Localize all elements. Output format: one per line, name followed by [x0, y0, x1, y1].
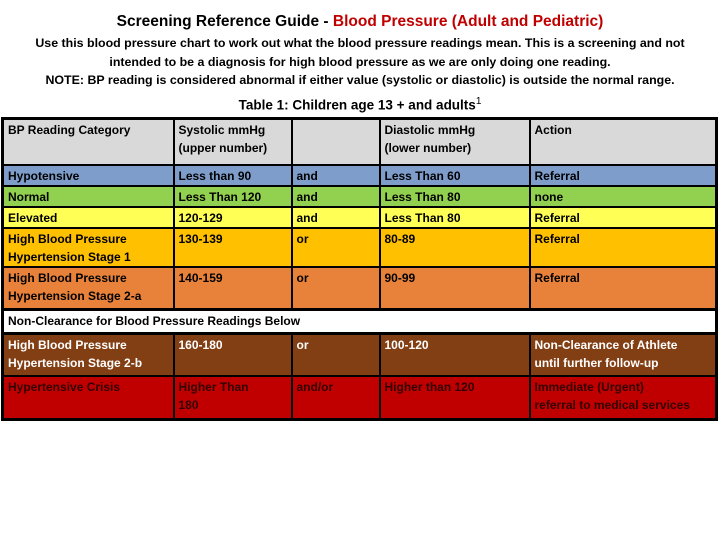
connector-cell: or	[290, 332, 381, 377]
title-text: Screening Reference Guide -	[116, 13, 333, 30]
systolic-cell: 130-139	[172, 226, 293, 268]
systolic-cell: 120-129	[172, 205, 293, 229]
header-diastolic: Diastolic mmHg (lower number)	[378, 117, 531, 166]
bp-category-cell: High Blood Pressure Hypertension Stage 1	[1, 226, 175, 268]
row-hypertensive-crisis: Hypertensive Crisis Higher Than 180 and/…	[1, 374, 718, 421]
bp-category-cell: High Blood Pressure Hypertension Stage 2…	[1, 332, 175, 377]
header-blank	[290, 117, 381, 166]
bp-category-cell: Normal	[1, 184, 175, 208]
connector-cell: and/or	[290, 374, 381, 421]
connector-cell: or	[290, 265, 381, 311]
diastolic-cell: Less Than 60	[378, 163, 531, 187]
systolic-cell: Higher Than 180	[172, 374, 293, 421]
header-action: Action	[528, 117, 718, 166]
bp-category-cell: Elevated	[1, 205, 175, 229]
title-highlight: Blood Pressure (Adult and Pediatric)	[332, 13, 604, 30]
systolic-cell: Less than 90	[172, 163, 293, 187]
connector-cell: and	[290, 205, 381, 229]
header-row: BP Reading Category Systolic mmHg (upper…	[1, 117, 718, 166]
row-hypotensive: Hypotensive Less than 90 and Less Than 6…	[1, 163, 718, 187]
diastolic-cell: 80-89	[378, 226, 531, 268]
row-hypertension-stage-2a: High Blood Pressure Hypertension Stage 2…	[1, 265, 718, 311]
action-cell: Referral	[528, 226, 718, 268]
bp-category-cell: Hypertensive Crisis	[1, 374, 175, 421]
header-systolic: Systolic mmHg (upper number)	[172, 117, 293, 166]
action-cell: Immediate (Urgent) referral to medical s…	[528, 374, 718, 421]
page-title: Screening Reference Guide - Blood Pressu…	[0, 0, 720, 31]
action-cell: Referral	[528, 265, 718, 311]
diastolic-cell: Less Than 80	[378, 184, 531, 208]
note-text: NOTE: BP reading is considered abnormal …	[45, 73, 675, 88]
action-cell: Referral	[528, 163, 718, 187]
intro-text: Use this blood pressure chart to work ou…	[35, 36, 685, 69]
table-caption-text: Table 1: Children age 13 + and adults	[238, 97, 476, 113]
systolic-cell: Less Than 120	[172, 184, 293, 208]
action-cell: Non-Clearance of Athlete until further f…	[528, 332, 718, 377]
action-cell: none	[528, 184, 718, 208]
row-normal: Normal Less Than 120 and Less Than 80 no…	[1, 184, 718, 208]
row-hypertension-stage-1: High Blood Pressure Hypertension Stage 1…	[1, 226, 718, 268]
diastolic-cell: 90-99	[378, 265, 531, 311]
divider-label: Non-Clearance for Blood Pressure Reading…	[1, 308, 718, 336]
connector-cell: and	[290, 184, 381, 208]
bp-category-cell: High Blood Pressure Hypertension Stage 2…	[1, 265, 175, 311]
table-caption: Table 1: Children age 13 + and adults1	[0, 92, 720, 115]
bp-category-cell: Hypotensive	[1, 163, 175, 187]
connector-cell: and	[290, 163, 381, 187]
row-elevated: Elevated 120-129 and Less Than 80 Referr…	[1, 205, 718, 229]
divider-row: Non-Clearance for Blood Pressure Reading…	[1, 308, 718, 336]
connector-cell: or	[290, 226, 381, 268]
systolic-cell: 160-180	[172, 332, 293, 377]
caption-superscript: 1	[475, 95, 482, 107]
diastolic-cell: 100-120	[378, 332, 531, 377]
action-cell: Referral	[528, 205, 718, 229]
systolic-cell: 140-159	[172, 265, 293, 311]
diastolic-cell: Higher than 120	[378, 374, 531, 421]
diastolic-cell: Less Than 80	[378, 205, 531, 229]
bp-table: BP Reading Category Systolic mmHg (upper…	[1, 117, 718, 422]
header-category: BP Reading Category	[1, 117, 175, 166]
row-hypertension-stage-2b: High Blood Pressure Hypertension Stage 2…	[1, 332, 718, 377]
